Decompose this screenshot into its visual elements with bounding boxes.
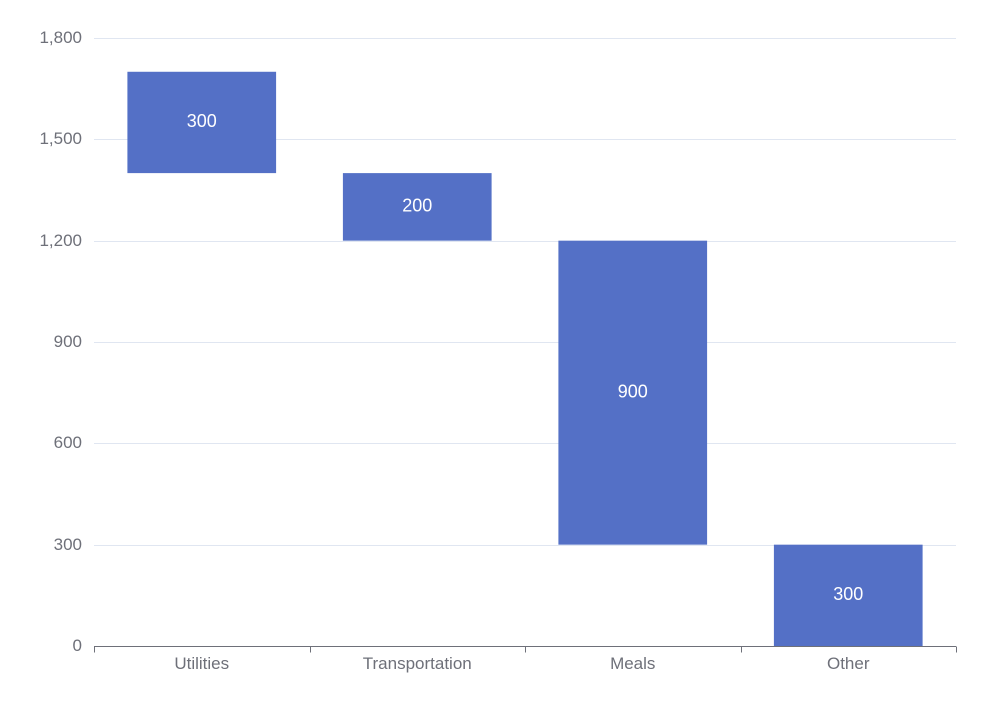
bar-value-label: 900 [618,381,648,401]
bar [127,71,277,174]
bar [342,173,492,241]
bar-value-label: 200 [402,196,432,216]
y-axis-tick-labels: 0 300 600 900 1,200 1,500 1,800 [39,28,82,655]
bar-value-label: 300 [187,111,217,131]
x-axis-category-labels: Utilities Transportation Meals Other [174,654,869,673]
y-tick-label: 300 [54,535,82,554]
bar [558,240,708,545]
bars [127,71,923,646]
y-tick-label: 1,200 [39,231,82,250]
y-tick-label: 1,800 [39,28,82,47]
y-tick-label: 900 [54,332,82,351]
y-tick-label: 0 [73,636,82,655]
bar-value-label: 300 [833,584,863,604]
x-tick-label: Utilities [174,654,229,673]
y-tick-label: 1,500 [39,129,82,148]
x-tick-label: Other [827,654,870,673]
x-axis [94,646,957,653]
x-tick-label: Transportation [363,654,472,673]
y-tick-label: 600 [54,433,82,452]
bar [773,544,923,646]
x-tick-label: Meals [610,654,655,673]
bar-value-labels: 300 200 900 300 [187,111,864,604]
